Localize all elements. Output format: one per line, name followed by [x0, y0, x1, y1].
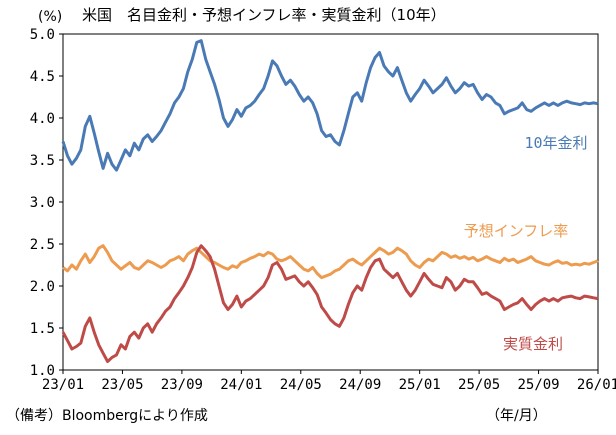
y-tick-label: 2.0: [30, 279, 55, 295]
x-tick-label: 25/09: [517, 377, 559, 393]
x-tick-label: 23/05: [101, 377, 143, 393]
y-tick-label: 3.0: [30, 195, 55, 211]
series-label-0: 10年金利: [524, 134, 587, 152]
series-line-2: [61, 244, 599, 364]
chart-title: 米国 名目金利・予想インフレ率・実質金利（10年）: [82, 6, 446, 24]
source-note: （備考）Bloombergにより作成: [6, 408, 208, 424]
x-tick-label: 26/01: [577, 377, 616, 393]
x-tick-label: 24/09: [339, 377, 381, 393]
series-line-0: [61, 39, 599, 172]
y-tick-label: 1.0: [30, 363, 55, 379]
y-tick-label: 5.0: [30, 27, 55, 43]
series-label-1: 予想インフレ率: [464, 222, 569, 240]
y-tick-label: 4.0: [30, 111, 55, 127]
y-tick-label: 1.5: [30, 321, 55, 337]
y-unit-label: (%): [38, 9, 63, 25]
y-tick-label: 2.5: [30, 237, 55, 253]
x-tick-label: 24/01: [220, 377, 262, 393]
series-label-2: 実質金利: [503, 335, 563, 353]
y-tick-label: 4.5: [30, 69, 55, 85]
x-tick-label: 23/01: [42, 377, 84, 393]
y-tick-label: 3.5: [30, 153, 55, 169]
x-tick-label: 24/05: [280, 377, 322, 393]
x-tick-label: 25/05: [458, 377, 500, 393]
series-line-1: [62, 244, 599, 280]
x-tick-label: 23/09: [161, 377, 203, 393]
x-tick-label: 25/01: [399, 377, 441, 393]
x-unit-label: （年/月）: [486, 408, 547, 424]
